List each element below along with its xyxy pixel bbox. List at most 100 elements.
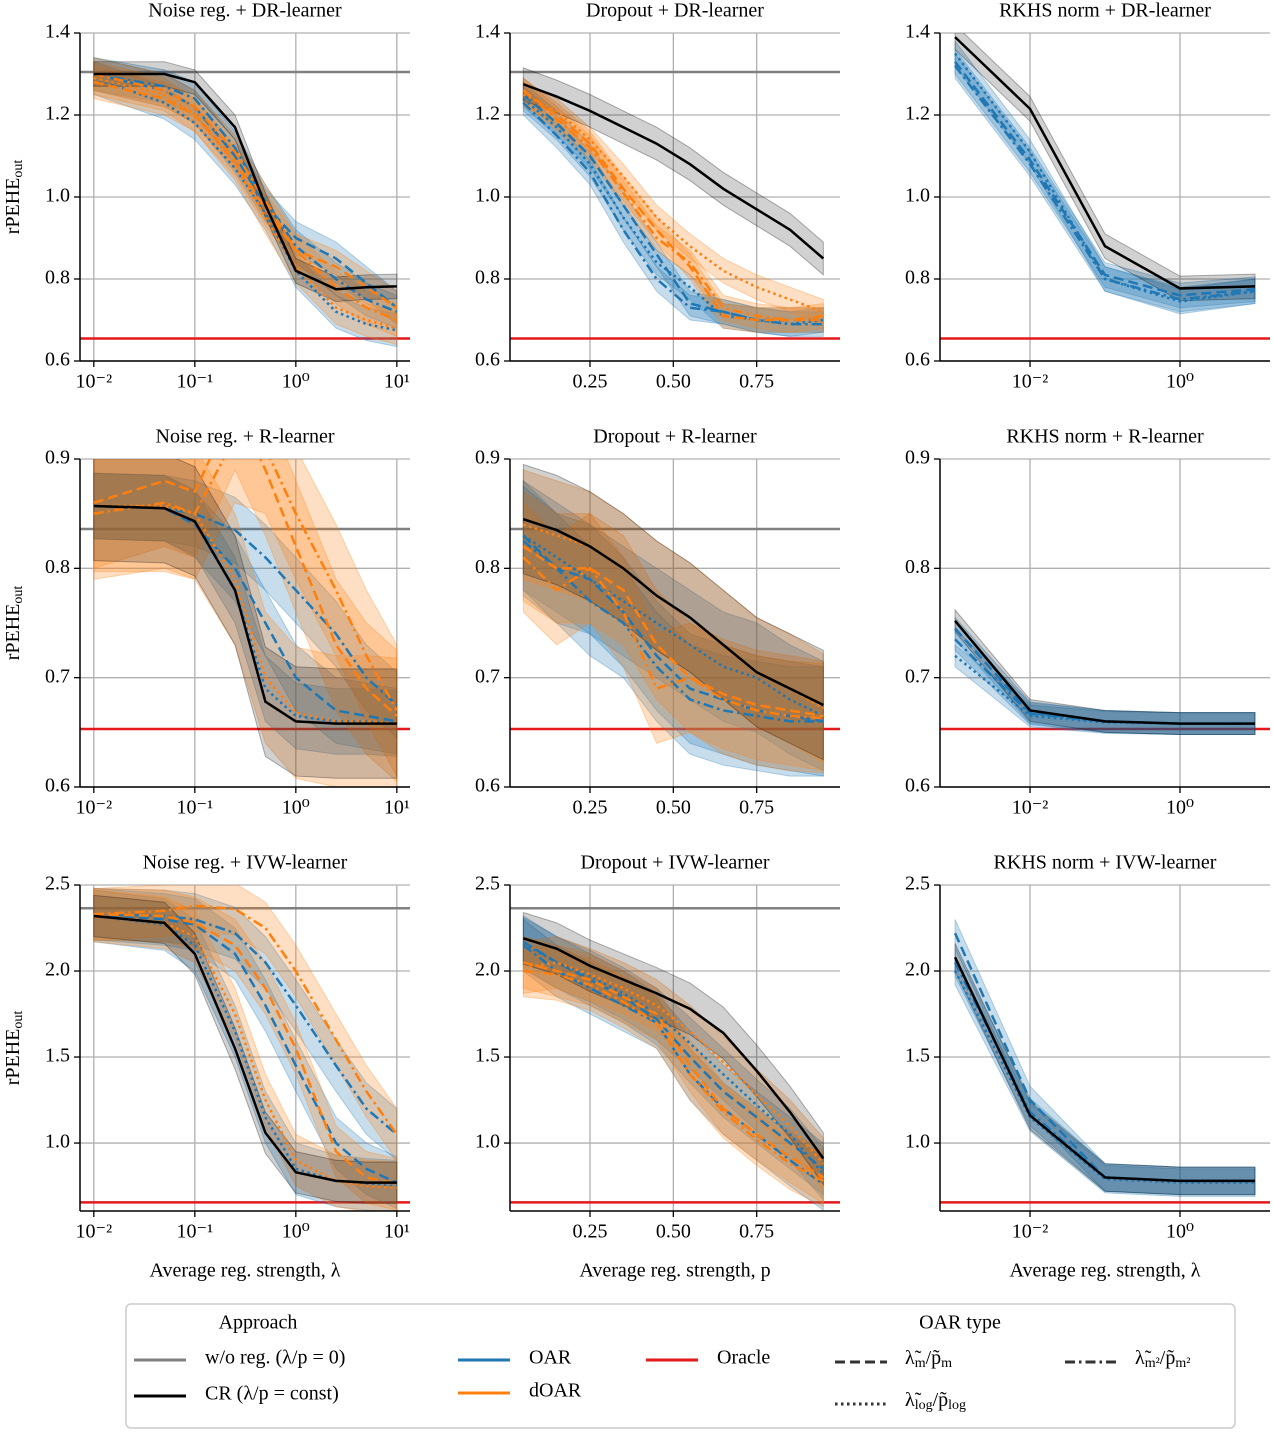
- y-tick-label: 2.0: [475, 959, 500, 981]
- error-band: [93, 472, 398, 739]
- series-line: [93, 72, 398, 322]
- y-tick-label: 1.0: [45, 1131, 70, 1153]
- error-band: [93, 472, 398, 757]
- y-tick-label: 0.7: [45, 665, 70, 687]
- series-line: [93, 76, 398, 330]
- x-tick-label: 0.75: [739, 1221, 774, 1243]
- label: rPEHEout: [2, 1011, 27, 1086]
- series-line: [93, 80, 398, 309]
- series-line: [522, 944, 825, 1186]
- x-tick-label: 0.25: [573, 797, 608, 819]
- plot-area: [940, 608, 1270, 736]
- y-tick-label: 0.7: [905, 665, 930, 687]
- error-band: [93, 887, 398, 1211]
- plot-area: [510, 67, 840, 340]
- series-line: [522, 940, 825, 1170]
- error-band: [93, 894, 398, 1204]
- series-line: [954, 620, 1255, 725]
- x-tick-label: 10⁻¹: [177, 1221, 214, 1243]
- panel-title: Dropout + R-learner: [593, 426, 757, 448]
- text-part: /p̃: [1160, 1347, 1176, 1369]
- x-tick-label: 10⁰: [1166, 797, 1194, 819]
- y-tick-label: 1.2: [905, 103, 930, 125]
- y-tick-label: 0.6: [905, 349, 930, 371]
- legend-label: Oracle: [717, 1347, 770, 1369]
- y-tick-label: 1.0: [475, 1131, 500, 1153]
- x-tick-label: 10⁻²: [76, 797, 113, 819]
- y-tick-label: 1.0: [905, 1131, 930, 1153]
- panel-title: Noise reg. + DR-learner: [148, 0, 342, 22]
- plot-area: [80, 459, 410, 787]
- y-tick-label: 1.4: [45, 21, 70, 43]
- panel: 0.6 0.7 0.8 0.9 10⁻² 10⁻¹ 10⁰ 10¹ Noise reg. + R…: [45, 426, 410, 819]
- y-tick-label: 0.8: [905, 267, 930, 289]
- x-tick-label: 0.50: [656, 1221, 691, 1243]
- error-band: [522, 935, 824, 1205]
- panel: 0.6 0.7 0.8 0.9 0.25 0.50 0.75 Dropout + R-lear…: [475, 426, 840, 819]
- error-band: [93, 56, 398, 326]
- x-tick-label: 10⁻¹: [177, 371, 214, 393]
- plot-area: [510, 463, 840, 777]
- label: λ̃m/p̃m: [905, 1347, 952, 1372]
- y-tick-label: 0.9: [45, 447, 70, 469]
- error-band: [954, 616, 1256, 736]
- x-tick-label: 10¹: [384, 371, 410, 393]
- series-line: [93, 912, 398, 1184]
- y-tick-label: 1.5: [475, 1045, 500, 1067]
- y-tick-label: 1.4: [905, 21, 930, 43]
- panel-title: Dropout + DR-learner: [586, 0, 764, 22]
- panel-title: RKHS norm + DR-learner: [999, 0, 1211, 22]
- y-tick-label: 0.6: [475, 775, 500, 797]
- x-tick-label: 0.50: [656, 371, 691, 393]
- series-line: [522, 534, 824, 718]
- series-line: [954, 36, 1256, 290]
- series-line: [953, 956, 1255, 1183]
- error-band: [954, 47, 1256, 309]
- x-tick-label: 10⁻²: [76, 1221, 113, 1243]
- series-line: [523, 961, 824, 1179]
- error-band: [522, 501, 824, 774]
- y-tick-label: 1.4: [475, 21, 500, 43]
- y-tick-label: 0.8: [905, 556, 930, 578]
- error-band: [954, 627, 1256, 736]
- error-band: [522, 77, 824, 333]
- y-tick-label: 2.5: [45, 873, 70, 895]
- text-part: rPEHE: [2, 1029, 24, 1086]
- subscript: log: [948, 1398, 966, 1413]
- series-line: [522, 556, 824, 720]
- x-tick-label: 10⁰: [282, 371, 310, 393]
- legend-title: Approach: [219, 1312, 298, 1334]
- y-tick-label: 1.2: [475, 103, 500, 125]
- x-tick-label: 0.25: [573, 371, 608, 393]
- x-tick-label: 10⁰: [1166, 1221, 1194, 1243]
- text-part: rPEHE: [2, 178, 24, 235]
- error-band: [954, 948, 1256, 1196]
- subscript: m²: [1175, 1356, 1190, 1371]
- y-tick-label: 1.0: [45, 185, 70, 207]
- y-tick-label: 2.0: [905, 959, 930, 981]
- panel: 1.0 1.5 2.0 2.5 10⁻² 10⁰ RKHS norm + IVW-learn…: [905, 852, 1270, 1282]
- x-axis-label: Average reg. strength, λ: [150, 1260, 341, 1282]
- series-line: [522, 937, 825, 1160]
- panel-title: RKHS norm + R-learner: [1006, 426, 1204, 448]
- panel-title: Noise reg. + R-learner: [156, 426, 335, 448]
- series-line: [523, 961, 825, 1165]
- label: rPEHEout: [2, 160, 27, 235]
- y-tick-label: 0.7: [475, 665, 500, 687]
- x-tick-label: 10⁻²: [1012, 797, 1049, 819]
- series-line: [522, 540, 824, 723]
- y-tick-label: 0.9: [905, 447, 930, 469]
- y-tick-label: 0.8: [475, 556, 500, 578]
- text-part: rPEHE: [2, 604, 24, 661]
- x-tick-label: 0.50: [656, 797, 691, 819]
- panel-title: RKHS norm + IVW-learner: [994, 852, 1217, 874]
- plot-area: [80, 56, 410, 348]
- panel-title: Noise reg. + IVW-learner: [143, 852, 348, 874]
- series-line: [522, 89, 824, 322]
- error-band: [522, 490, 824, 772]
- y-tick-label: 2.0: [45, 959, 70, 981]
- x-tick-label: 10¹: [384, 1221, 410, 1243]
- x-tick-label: 0.75: [739, 797, 774, 819]
- panel: 0.6 0.7 0.8 0.9 10⁻² 10⁰ RKHS norm + R-learner: [905, 426, 1270, 819]
- legend-label: w/o reg. (λ/p = 0): [205, 1347, 345, 1369]
